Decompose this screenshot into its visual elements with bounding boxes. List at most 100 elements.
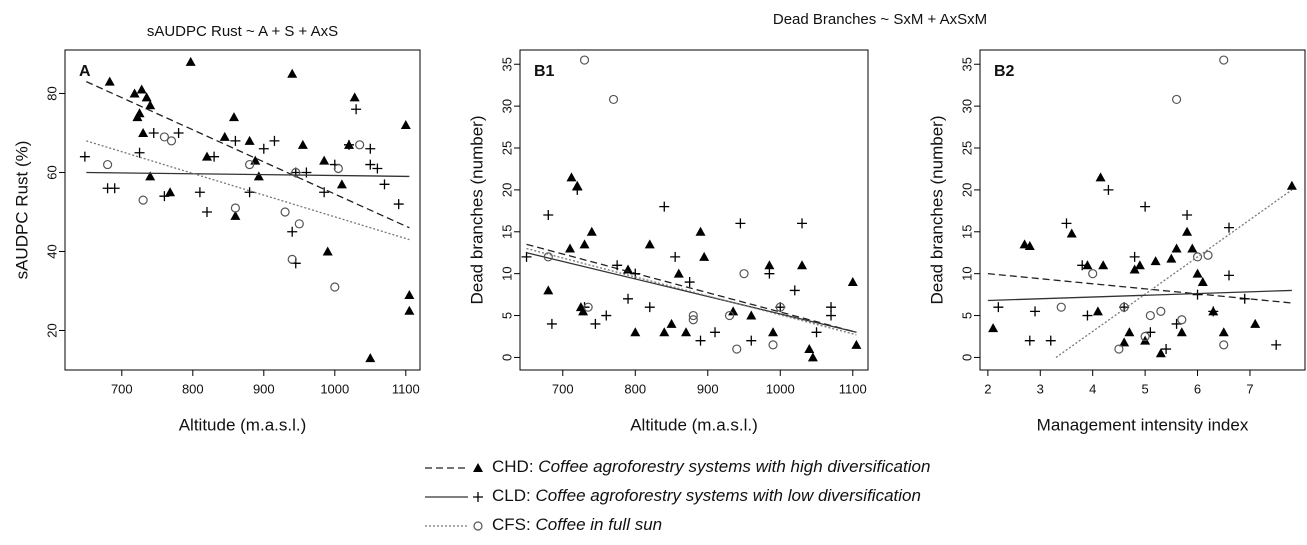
y-tick-label: 40 — [44, 244, 59, 258]
legend-entry: CFS: Coffee in full sun — [492, 515, 662, 534]
point-plus — [1119, 302, 1130, 313]
x-axis-label: Management intensity index — [1037, 415, 1249, 434]
point-circle — [355, 140, 365, 150]
x-tick-label: 900 — [253, 381, 275, 396]
point-circle — [1114, 344, 1124, 354]
y-tick-label: 0 — [959, 354, 974, 361]
point-circle — [739, 269, 749, 279]
point-plus — [789, 285, 800, 296]
point-triangle — [1098, 260, 1109, 270]
point-plus — [1129, 251, 1140, 262]
point-triangle — [797, 260, 808, 270]
point-circle — [1088, 269, 1098, 279]
point-plus — [1161, 344, 1172, 355]
point-plus — [764, 268, 775, 279]
point-triangle — [764, 260, 775, 270]
y-tick-label: 10 — [959, 266, 974, 280]
plot-box — [64, 49, 421, 371]
y-tick-label: 25 — [959, 141, 974, 155]
point-triangle — [768, 327, 779, 337]
point-plus — [1030, 306, 1041, 317]
x-tick-label: 4 — [1089, 381, 1096, 396]
panel-label: B2 — [994, 63, 1015, 80]
trend-line — [987, 289, 1292, 302]
point-triangle — [579, 239, 590, 249]
point-triangle — [400, 120, 411, 130]
legend-description: Coffee agroforestry systems with low div… — [535, 486, 920, 505]
point-circle — [1219, 55, 1229, 65]
point-plus — [590, 318, 601, 329]
trend-line — [526, 247, 857, 336]
point-triangle — [565, 243, 576, 253]
point-circle — [543, 252, 553, 262]
point-circle — [1119, 302, 1129, 312]
point-triangle — [586, 226, 597, 236]
point-triangle — [138, 127, 149, 137]
point-triangle — [1150, 256, 1161, 266]
point-plus — [695, 335, 706, 346]
legend-marker — [473, 521, 483, 531]
point-triangle — [145, 171, 156, 181]
point-triangle — [349, 92, 360, 102]
x-tick-label: 1100 — [839, 381, 867, 396]
point-plus — [1171, 318, 1182, 329]
point-plus — [521, 251, 532, 262]
point-triangle — [1129, 264, 1140, 274]
point-plus — [148, 127, 159, 138]
point-circle — [166, 136, 177, 146]
y-tick-label: 20 — [959, 183, 974, 197]
point-circle — [1177, 315, 1187, 325]
x-tick-label: 700 — [111, 381, 133, 396]
point-circle — [583, 302, 593, 312]
point-plus — [659, 201, 670, 212]
y-tick-label: 15 — [959, 225, 974, 239]
point-triangle — [1124, 327, 1135, 337]
point-triangle — [673, 268, 684, 278]
point-triangle — [165, 187, 176, 197]
y-tick-label: 5 — [959, 312, 974, 319]
point-plus — [1239, 293, 1250, 304]
trend-line — [86, 140, 410, 241]
point-triangle — [1250, 318, 1261, 328]
point-plus — [173, 127, 184, 138]
point-plus — [1271, 339, 1282, 350]
point-plus — [269, 135, 280, 146]
point-triangle — [141, 92, 152, 102]
plot-box — [519, 49, 869, 371]
point-plus — [290, 167, 301, 178]
point-triangle — [851, 339, 862, 349]
point-triangle — [319, 155, 330, 165]
point-circle — [1056, 302, 1066, 312]
point-triangle — [1066, 228, 1077, 238]
point-plus — [543, 210, 554, 221]
trend-line — [1055, 189, 1293, 358]
point-triangle — [630, 327, 641, 337]
legend-description: Coffee agroforestry systems with high di… — [538, 457, 930, 476]
point-circle — [608, 94, 619, 105]
panel-label: A — [79, 63, 91, 80]
legend-entry: CLD: Coffee agroforestry systems with lo… — [492, 486, 921, 505]
point-triangle — [404, 289, 415, 299]
point-triangle — [1192, 268, 1203, 278]
y-axis-label: Dead branches (number) — [467, 116, 486, 305]
point-circle — [1171, 94, 1182, 105]
point-plus — [319, 187, 330, 198]
point-plus — [194, 187, 205, 198]
point-plus — [1192, 289, 1203, 300]
point-circle — [732, 344, 742, 354]
point-plus — [623, 293, 634, 304]
point-circle — [102, 159, 113, 170]
point-triangle — [404, 305, 415, 315]
trend-line — [526, 252, 857, 333]
point-circle — [688, 310, 698, 321]
point-circle — [1156, 306, 1166, 316]
point-circle — [724, 310, 735, 321]
point-plus — [797, 218, 808, 229]
point-plus — [1223, 222, 1234, 233]
point-triangle — [297, 139, 308, 149]
point-triangle — [695, 226, 706, 236]
point-triangle — [145, 100, 156, 110]
point-plus — [993, 302, 1004, 313]
point-plus — [826, 302, 837, 313]
point-plus — [287, 226, 298, 237]
